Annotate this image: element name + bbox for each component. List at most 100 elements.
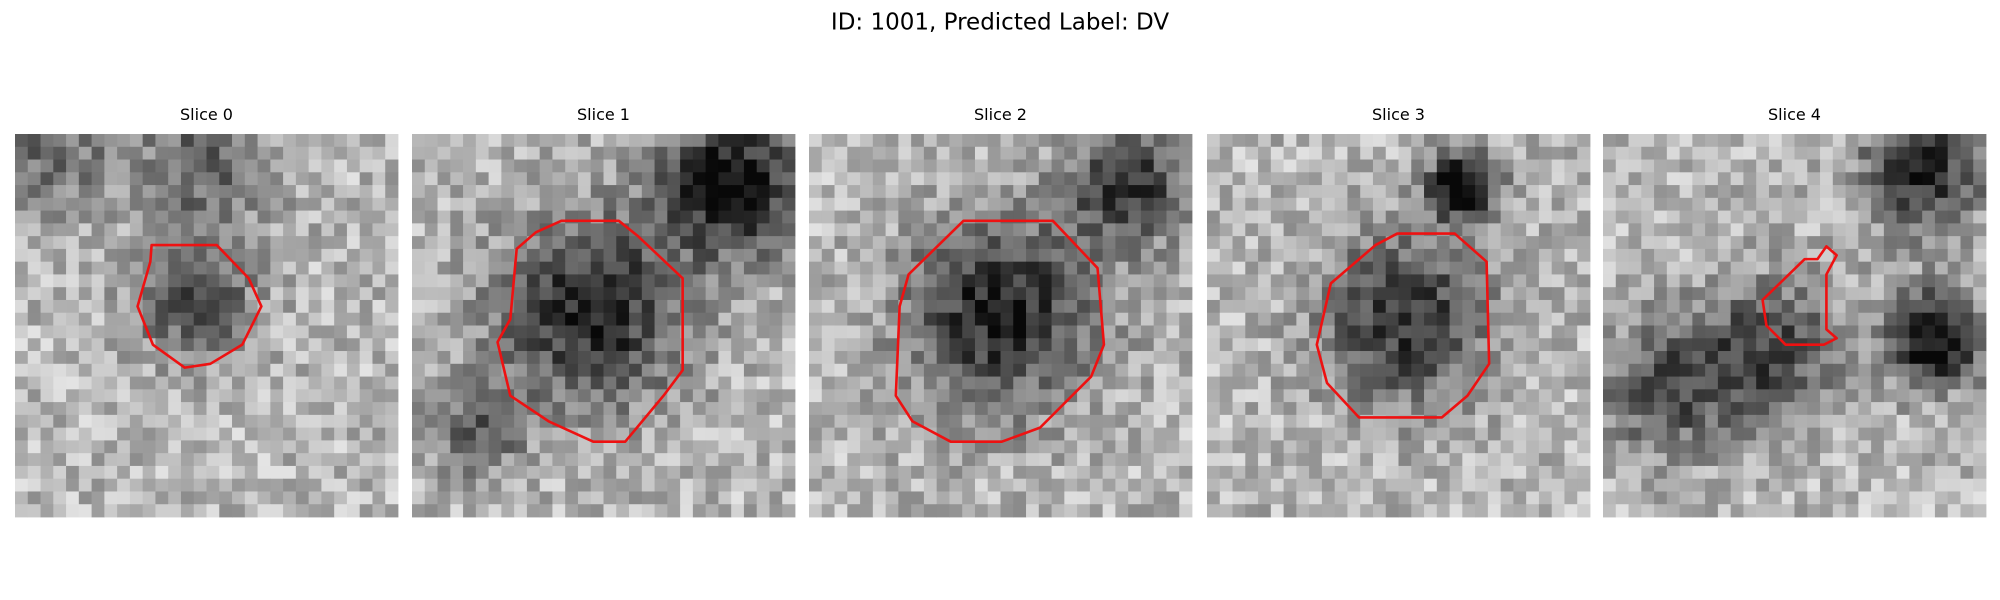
- pixel: [1115, 414, 1129, 429]
- pixel: [1756, 236, 1770, 250]
- pixel: [244, 427, 258, 441]
- pixel: [782, 376, 796, 390]
- pixel: [1179, 414, 1193, 429]
- pixel: [1500, 338, 1514, 352]
- pixel: [603, 134, 617, 148]
- pixel: [834, 427, 848, 441]
- pixel: [1064, 504, 1078, 518]
- pixel: [1603, 210, 1617, 224]
- pixel: [847, 248, 861, 263]
- pixel: [667, 440, 681, 454]
- pixel: [629, 134, 643, 148]
- pixel: [1064, 248, 1078, 263]
- pixel: [1551, 248, 1565, 263]
- pixel: [756, 236, 770, 250]
- pixel: [346, 210, 361, 224]
- pixel: [1807, 223, 1821, 237]
- pixel: [78, 440, 92, 454]
- pixel: [1462, 287, 1476, 301]
- pixel: [872, 440, 886, 454]
- pixel: [1820, 134, 1834, 148]
- pixel: [1077, 351, 1091, 365]
- pixel: [898, 261, 912, 275]
- pixel: [756, 389, 770, 403]
- pixel: [321, 159, 335, 173]
- pixel: [1973, 159, 1987, 173]
- pixel: [15, 159, 29, 173]
- pixel: [1026, 325, 1040, 339]
- pixel: [1654, 172, 1668, 186]
- pixel: [782, 210, 796, 224]
- pixel: [1934, 223, 1949, 237]
- pixel: [1858, 146, 1872, 160]
- pixel: [219, 465, 233, 480]
- pixel: [1730, 325, 1744, 339]
- pixel: [1641, 427, 1655, 441]
- pixel: [283, 236, 297, 250]
- pixel: [129, 159, 144, 173]
- pixel: [911, 248, 925, 263]
- pixel: [692, 146, 707, 160]
- pixel: [475, 223, 489, 237]
- pixel: [1360, 197, 1374, 211]
- pixel: [1934, 236, 1949, 250]
- pixel: [603, 159, 617, 173]
- pixel: [450, 172, 464, 186]
- pixel: [463, 299, 477, 314]
- pixel: [206, 440, 220, 454]
- pixel: [1577, 376, 1591, 390]
- pixel: [15, 363, 29, 377]
- pixel: [1666, 312, 1680, 326]
- pixel: [1064, 299, 1078, 314]
- pixel: [385, 389, 399, 403]
- pixel: [475, 402, 489, 416]
- pixel: [1153, 351, 1167, 365]
- pixel: [295, 159, 310, 173]
- pixel: [308, 248, 322, 263]
- pixel: [117, 465, 131, 480]
- pixel: [1896, 351, 1910, 365]
- pixel: [1781, 402, 1795, 416]
- pixel: [577, 172, 592, 186]
- pixel: [1153, 338, 1167, 352]
- pixel: [962, 402, 976, 416]
- pixel: [654, 453, 668, 467]
- pixel: [1922, 299, 1936, 314]
- pixel: [66, 210, 80, 224]
- pixel: [1449, 465, 1463, 480]
- pixel: [1794, 159, 1808, 173]
- pixel: [1705, 287, 1719, 301]
- pixel: [1309, 172, 1323, 186]
- pixel: [1717, 312, 1732, 326]
- pixel: [450, 197, 464, 211]
- pixel: [475, 440, 489, 454]
- pixel: [1038, 172, 1052, 186]
- pixel: [1628, 146, 1642, 160]
- pixel: [1730, 351, 1744, 365]
- pixel: [1270, 274, 1284, 288]
- pixel: [1500, 299, 1514, 314]
- pixel: [654, 414, 668, 429]
- pixel: [142, 363, 156, 377]
- pixel: [1526, 478, 1540, 492]
- pixel: [437, 453, 451, 467]
- pixel: [1717, 389, 1732, 403]
- pixel: [321, 299, 335, 314]
- pixel: [1153, 274, 1167, 288]
- pixel: [1973, 172, 1987, 186]
- pixel: [1666, 389, 1680, 403]
- pixel: [168, 414, 182, 429]
- pixel: [1064, 465, 1078, 480]
- pixel: [1743, 146, 1757, 160]
- pixel: [1628, 172, 1642, 186]
- pixel: [1245, 453, 1259, 467]
- pixel: [424, 248, 438, 263]
- pixel: [1013, 134, 1027, 148]
- pixel: [1219, 465, 1233, 480]
- pixel: [475, 159, 489, 173]
- pixel: [1475, 146, 1489, 160]
- pixel: [1513, 440, 1527, 454]
- pixel: [359, 363, 373, 377]
- pixel: [847, 325, 861, 339]
- pixel: [1756, 210, 1770, 224]
